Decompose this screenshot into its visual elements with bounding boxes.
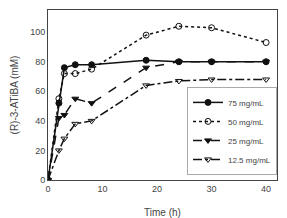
svg-text:20: 20 (35, 146, 45, 156)
svg-text:60: 60 (35, 86, 45, 96)
svg-text:25 mg/mL: 25 mg/mL (228, 137, 264, 146)
svg-text:12.5 mg/mL: 12.5 mg/mL (228, 156, 271, 165)
svg-text:30: 30 (207, 184, 217, 194)
svg-text:75 mg/mL: 75 mg/mL (228, 99, 264, 108)
svg-text:10: 10 (98, 184, 108, 194)
svg-text:0: 0 (45, 184, 50, 194)
svg-text:40: 40 (35, 116, 45, 126)
svg-text:80: 80 (35, 57, 45, 67)
svg-text:(R)-3-ATiBA (mM): (R)-3-ATiBA (mM) (9, 56, 20, 135)
svg-text:Time (h): Time (h) (144, 207, 181, 218)
svg-text:100: 100 (30, 27, 45, 37)
svg-text:40: 40 (261, 184, 271, 194)
svg-text:50 mg/mL: 50 mg/mL (228, 118, 264, 127)
svg-text:0: 0 (40, 175, 45, 185)
svg-text:20: 20 (152, 184, 162, 194)
